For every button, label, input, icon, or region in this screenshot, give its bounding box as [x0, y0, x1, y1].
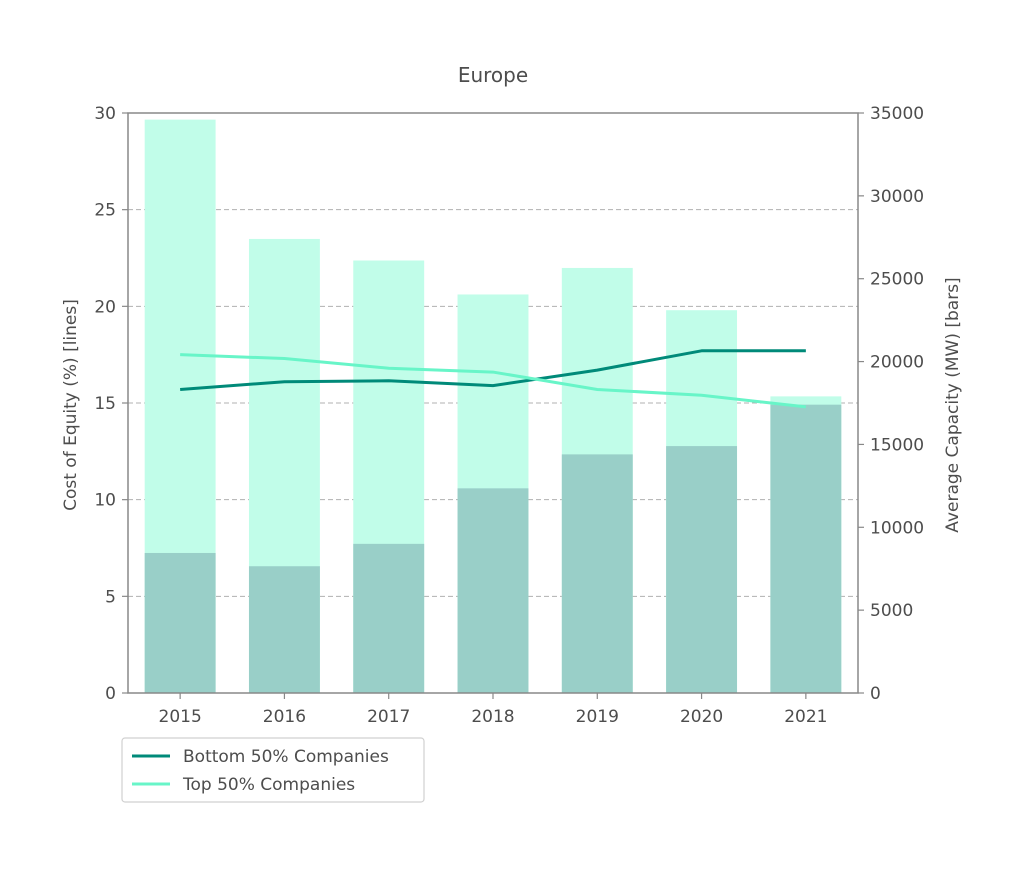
- bar: [353, 543, 425, 693]
- x-tick-label: 2020: [680, 707, 723, 727]
- y-tick-label-right: 35000: [870, 104, 924, 124]
- x-tick-label: 2015: [159, 707, 202, 727]
- y-tick-label-left: 25: [94, 201, 116, 221]
- bar: [561, 454, 633, 693]
- y-tick-label-right: 30000: [870, 187, 924, 207]
- legend: Bottom 50% Companies Top 50% Companies: [121, 737, 425, 803]
- y-axis-label-right: Average Capacity (MW) [bars]: [943, 277, 963, 532]
- bar: [770, 404, 842, 693]
- y-tick-label-right: 20000: [870, 353, 924, 373]
- y-tick-label-left: 0: [105, 684, 116, 704]
- y-tick-label-right: 5000: [870, 601, 913, 621]
- bar: [144, 552, 216, 693]
- y-tick-label-left: 20: [94, 297, 116, 317]
- chart-title: Europe: [458, 63, 528, 87]
- y-tick-label-left: 5: [105, 587, 116, 607]
- bars: [144, 119, 842, 694]
- y-tick-label-right: 15000: [870, 435, 924, 455]
- lines: [180, 349, 807, 409]
- x-tick-label: 2021: [784, 707, 827, 727]
- x-tick-label: 2017: [367, 707, 410, 727]
- bar: [457, 488, 529, 693]
- y-tick-label-left: 15: [94, 394, 116, 414]
- series-line: [180, 349, 806, 391]
- legend-box: [121, 737, 425, 803]
- y-axis-label-left: Cost of Equity (%) [lines]: [61, 299, 81, 511]
- axes: 0 5 10 15 20 25 30 0 5000 10000 15000 20000 25000 300…: [94, 104, 924, 727]
- x-tick-label: 2019: [576, 707, 619, 727]
- series-line: [180, 353, 807, 409]
- x-tick-label: 2016: [263, 707, 306, 727]
- y-tick-label-left: 10: [94, 491, 116, 511]
- y-tick-label-right: 0: [870, 684, 881, 704]
- x-tick-label: 2018: [471, 707, 514, 727]
- bar: [248, 566, 320, 693]
- legend-label: Bottom 50% Companies: [183, 747, 389, 767]
- y-tick-label-right: 25000: [870, 270, 924, 290]
- bar: [666, 446, 738, 693]
- y-tick-label-left: 30: [94, 104, 116, 124]
- y-tick-label-right: 10000: [870, 518, 924, 538]
- legend-label: Top 50% Companies: [182, 775, 355, 795]
